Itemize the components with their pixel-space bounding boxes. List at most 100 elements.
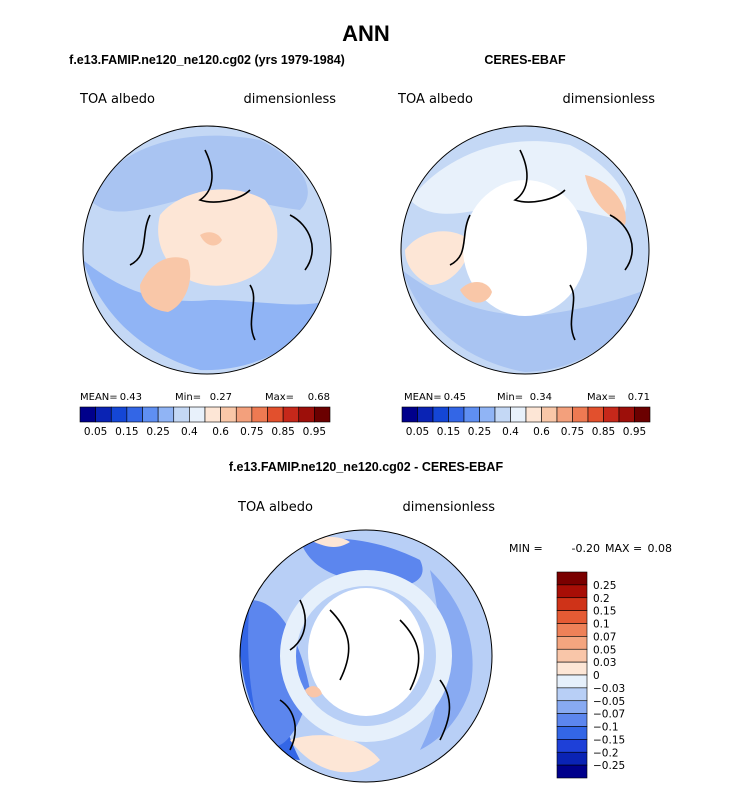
colorbar-box xyxy=(556,713,588,727)
colorbar-tick-label: 0.05 xyxy=(406,426,429,438)
model-min-label: Min= xyxy=(175,392,201,403)
colorbar-box xyxy=(142,406,159,423)
obs-map-greenland xyxy=(460,281,492,303)
obs-max-value: 0.71 xyxy=(628,392,650,403)
obs-colorbar: 0.05 0.15 0.25 0.4 0.6 0.75 0.85 0.95 xyxy=(401,406,651,438)
colorbar-box xyxy=(556,623,588,637)
obs-map-border xyxy=(400,125,650,375)
obs-map-warm-patch xyxy=(585,175,626,225)
colorbar-tick-label: 0.05 xyxy=(593,644,616,656)
colorbar-box xyxy=(126,406,143,423)
colorbar-box xyxy=(510,406,527,423)
colorbar-box xyxy=(432,406,449,423)
diff-colorbar: 0.250.20.150.10.070.050.030−0.03−0.05−0.… xyxy=(556,571,625,779)
colorbar-box xyxy=(110,406,128,423)
model-max-label: Max= xyxy=(265,392,294,403)
model-units-label: dimensionless xyxy=(244,92,337,107)
obs-map xyxy=(401,126,649,374)
colorbar-box xyxy=(618,406,635,423)
colorbar-tick-label: 0 xyxy=(593,670,600,682)
colorbar-box xyxy=(556,610,588,624)
colorbar-tick-label: 0.95 xyxy=(623,426,646,438)
colorbar-box xyxy=(556,648,588,663)
model-map-region-lower xyxy=(83,260,330,371)
colorbar-box xyxy=(556,661,588,676)
colorbar-box xyxy=(448,406,465,423)
diff-map-negative-west xyxy=(248,600,310,747)
colorbar-box xyxy=(556,751,588,766)
colorbar-box xyxy=(204,406,221,423)
obs-map-warm-region xyxy=(405,231,470,285)
colorbar-tick-label: 0.25 xyxy=(468,426,491,438)
diff-map-coastlines xyxy=(279,599,451,751)
colorbar-box xyxy=(556,739,588,753)
colorbar-box xyxy=(556,687,588,702)
diff-map-missing-data xyxy=(308,588,424,716)
colorbar-box xyxy=(556,764,588,779)
diff-map-border xyxy=(239,529,493,783)
colorbar-tick-label: −0.2 xyxy=(593,747,619,759)
main-title: ANN xyxy=(342,21,390,46)
colorbar-box xyxy=(95,406,112,423)
colorbar-box xyxy=(494,406,511,423)
diff-min-value: -0.20 xyxy=(572,542,600,555)
colorbar-tick-label: −0.1 xyxy=(593,722,619,734)
obs-mean-value: 0.45 xyxy=(444,392,466,403)
diff-map xyxy=(240,530,492,782)
colorbar-tick-label: −0.15 xyxy=(593,734,625,746)
obs-map-coastlines xyxy=(449,149,634,341)
model-colorbar: 0.05 0.15 0.25 0.4 0.6 0.75 0.85 0.95 xyxy=(79,406,331,438)
obs-map-missing-data xyxy=(463,180,587,316)
model-map-coastlines xyxy=(129,149,314,341)
colorbar-box xyxy=(525,406,542,423)
colorbar-box xyxy=(556,571,588,586)
obs-panel-title: CERES-EBAF xyxy=(484,53,566,67)
colorbar-tick-label: 0.85 xyxy=(271,426,294,438)
obs-min-label: Min= xyxy=(497,392,523,403)
diff-map-positive-south xyxy=(290,735,380,773)
colorbar-tick-label: −0.07 xyxy=(593,709,625,721)
colorbar-tick-label: 0.85 xyxy=(592,426,615,438)
colorbar-box xyxy=(463,406,480,423)
colorbar-box xyxy=(556,700,588,714)
obs-variable-label: TOA albedo xyxy=(397,92,473,107)
diff-map-greenland-patch xyxy=(305,686,322,698)
colorbar-box xyxy=(401,406,418,423)
colorbar-box xyxy=(541,406,558,423)
colorbar-box xyxy=(251,406,268,423)
colorbar-box xyxy=(417,406,434,423)
obs-map-region-lower xyxy=(402,270,645,372)
colorbar-box xyxy=(634,406,651,423)
colorbar-tick-label: 0.25 xyxy=(593,580,616,592)
colorbar-tick-label: 0.1 xyxy=(593,619,610,631)
colorbar-tick-label: 0.75 xyxy=(561,426,584,438)
model-map-region-upper xyxy=(90,135,308,212)
colorbar-tick-label: −0.03 xyxy=(593,683,625,695)
colorbar-box xyxy=(603,406,620,423)
model-min-value: 0.27 xyxy=(210,392,232,403)
diff-max-value: 0.08 xyxy=(648,542,673,555)
colorbar-tick-label: 0.2 xyxy=(593,593,610,605)
model-map-border xyxy=(82,125,332,375)
diff-min-label: MIN = xyxy=(509,542,543,555)
diff-variable-label: TOA albedo xyxy=(237,500,313,515)
diff-map-positive-north xyxy=(310,536,350,547)
colorbar-tick-label: 0.15 xyxy=(115,426,138,438)
model-mean-label: MEAN= xyxy=(80,392,118,403)
colorbar-box xyxy=(189,406,206,423)
colorbar-box xyxy=(235,406,253,423)
colorbar-box xyxy=(282,406,300,423)
colorbar-box xyxy=(572,406,589,423)
colorbar-box xyxy=(173,406,190,423)
colorbar-box xyxy=(298,406,315,423)
model-map-warm-patch xyxy=(200,232,222,246)
obs-units-label: dimensionless xyxy=(563,92,656,107)
colorbar-box xyxy=(556,597,588,611)
diff-map-ring xyxy=(280,570,452,742)
colorbar-tick-label: −0.25 xyxy=(593,760,625,772)
colorbar-tick-label: 0.95 xyxy=(303,426,326,438)
colorbar-tick-label: 0.25 xyxy=(146,426,169,438)
model-map-greenland xyxy=(140,257,191,312)
